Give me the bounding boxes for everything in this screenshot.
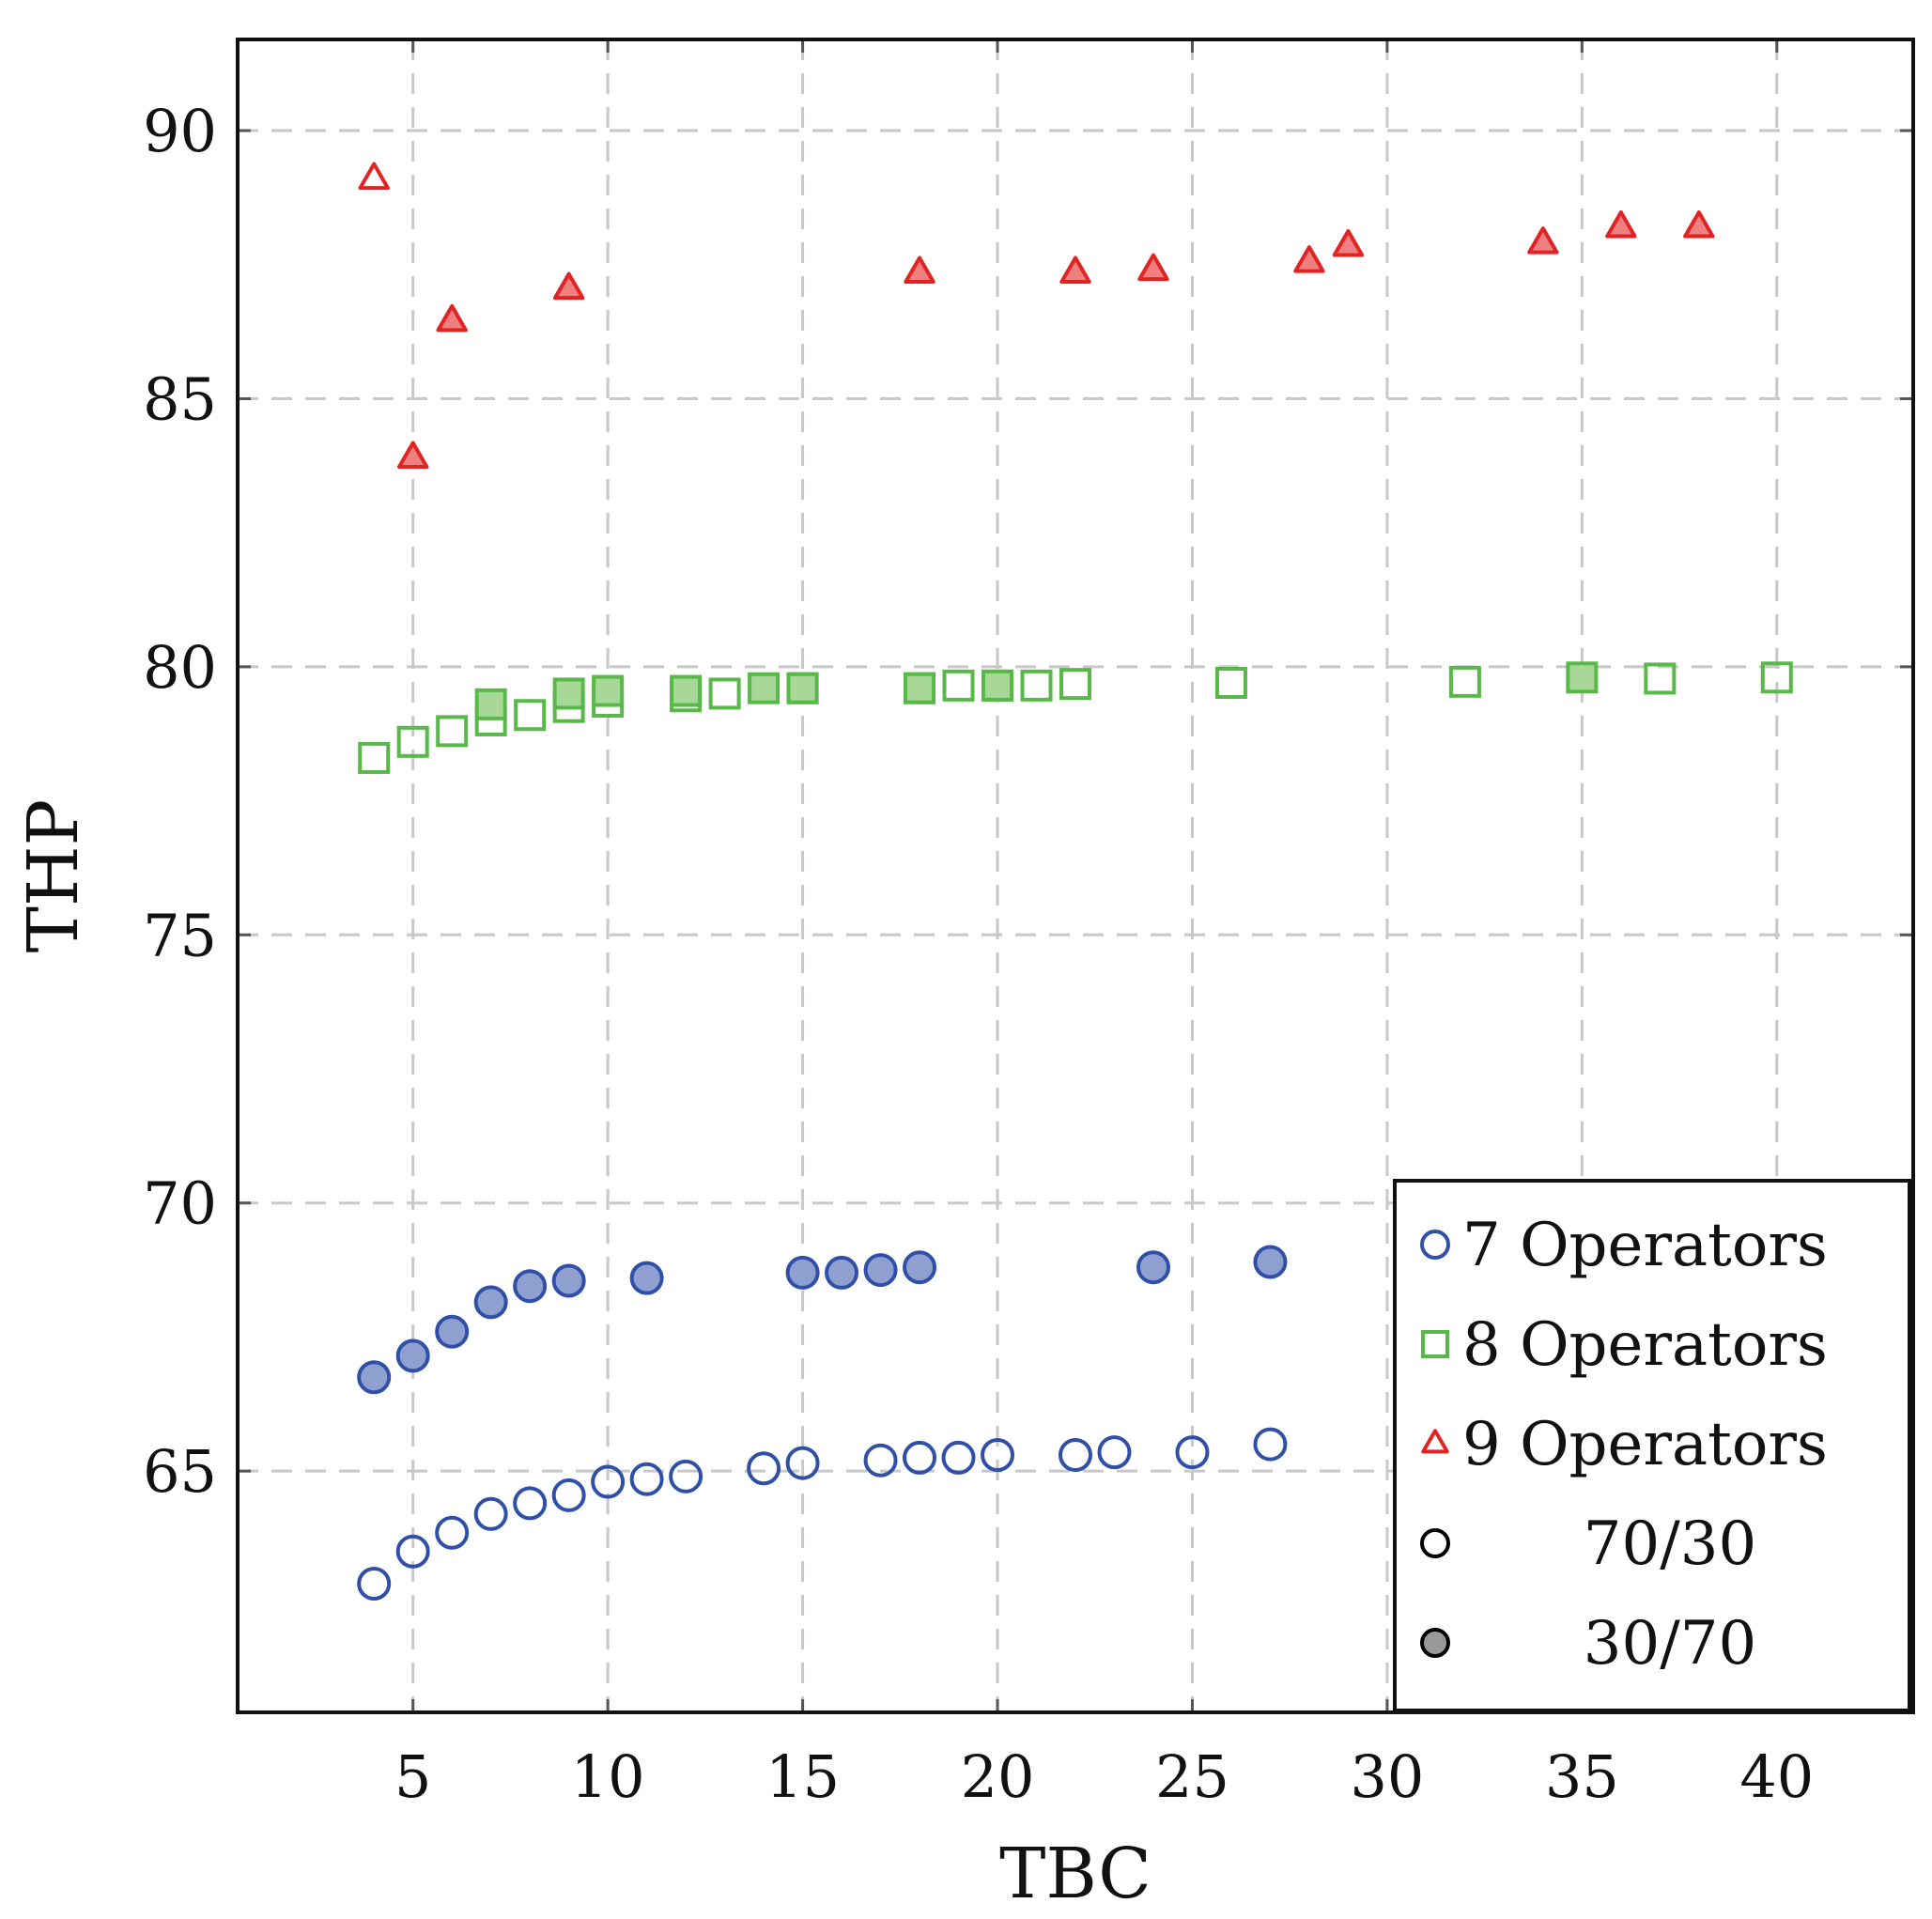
legend-marker [1420,1528,1450,1558]
9-operators-30-70-point [1293,245,1325,273]
x-tick-label: 30 [1350,1742,1424,1811]
7-operators-70-30-point [981,1438,1015,1472]
8-operators-70-30-point [396,725,429,758]
7-operators-70-30-point [669,1459,703,1493]
8-operators-70-30-point [1214,667,1247,699]
7-operators-70-30-point [747,1451,781,1486]
x-tick-label: 35 [1545,1742,1619,1811]
8-operators-70-30-point [1760,661,1793,694]
7-operators-30-70-point [1136,1250,1170,1285]
x-tick-label: 10 [571,1742,645,1811]
y-tick-label: 75 [143,901,217,969]
7-operators-30-70-point [903,1250,937,1285]
8-operators-70-30-point [358,741,391,774]
9-operators-30-70-point [1332,228,1365,257]
7-operators-30-70-point [435,1314,470,1349]
x-axis-title: TBC [999,1834,1151,1914]
9-operators-30-70-point [1527,226,1559,255]
y-tick-label: 70 [143,1169,217,1238]
legend-marker [1421,1330,1449,1358]
7-operators-70-30-point [513,1486,548,1521]
8-operators-30-70-point [552,677,585,710]
8-operators-30-70-point [670,674,703,707]
y-tick-label: 80 [143,633,217,702]
legend-marker [1421,1429,1449,1454]
7-operators-70-30-point [903,1440,937,1475]
7-operators-30-70-point [473,1285,508,1320]
9-operators-30-70-point [1683,209,1715,239]
x-tick-label: 20 [961,1742,1035,1811]
9-operators-30-70-point [1605,209,1637,239]
x-tick-label: 15 [765,1742,840,1811]
7-operators-70-30-point [1097,1435,1132,1470]
8-operators-30-70-point [1566,661,1599,694]
7-operators-70-30-point [629,1462,664,1496]
8-operators-30-70-point [474,688,507,720]
legend-label: 8 Operators [1462,1310,1828,1380]
legend: 7 Operators 8 Operators 9 Operators 70/30 30… [1393,1179,1911,1712]
7-operators-30-70-point [395,1339,430,1373]
7-operators-70-30-point [357,1567,392,1601]
9-operators-30-70-point [436,303,468,333]
data-points [357,162,1793,1601]
7-operators-30-70-point [357,1360,392,1395]
9-operators-30-70-point [904,255,935,285]
9-operators-30-70-point [1059,255,1091,285]
plot-frame [236,38,1915,1714]
legend-marker [1420,1628,1450,1658]
9-operators-30-70-point [396,441,429,469]
8-operators-70-30-point [708,677,741,710]
y-tick-label: 85 [143,364,217,433]
x-tick-label: 40 [1739,1742,1814,1811]
7-operators-70-30-point [591,1464,626,1499]
legend-label: 7 Operators [1462,1211,1828,1280]
9-operators-30-70-point [552,271,585,301]
8-operators-70-30-point [1020,669,1053,702]
7-operators-30-70-point [629,1261,664,1295]
7-operators-70-30-point [395,1534,430,1569]
7-operators-70-30-point [785,1446,820,1480]
7-operators-70-30-point [941,1440,976,1475]
7-operators-30-70-point [785,1255,820,1290]
8-operators-30-70-point [981,669,1014,702]
y-axis-title: THP [13,799,94,953]
7-operators-70-30-point [473,1496,508,1531]
8-operators-30-70-point [904,672,936,704]
8-operators-30-70-point [592,674,625,707]
legend-box [1393,1179,1911,1712]
legend-marker [1420,1230,1450,1260]
x-tick-labels: 5 10 15 20 25 30 35 40 [394,1742,1814,1811]
x-tick-label: 5 [394,1742,431,1811]
y-tick-label: 90 [143,97,217,165]
8-operators-70-30-point [1448,665,1481,698]
8-operators-30-70-point [748,672,781,704]
y-tick-label: 65 [143,1437,217,1506]
7-operators-30-70-point [513,1269,548,1304]
7-operators-70-30-point [1059,1438,1092,1472]
7-operators-30-70-point [551,1263,586,1298]
8-operators-30-70-point [786,672,819,704]
grid [238,39,1913,1712]
7-operators-70-30-point [551,1478,586,1512]
7-operators-30-70-point [1253,1245,1288,1279]
8-operators-70-30-point [1059,668,1091,701]
7-operators-70-30-point [1175,1435,1210,1470]
9-operators-30-70-point [1137,253,1169,282]
8-operators-70-30-point [942,669,975,702]
7-operators-30-70-point [863,1253,898,1288]
y-tick-labels: 65 70 75 80 85 90 [143,97,217,1506]
7-operators-30-70-point [825,1255,859,1290]
legend-label: 30/70 [1584,1609,1756,1679]
legend-label: 9 Operators [1462,1410,1828,1479]
7-operators-70-30-point [1253,1427,1288,1462]
8-operators-70-30-point [514,699,547,732]
x-tick-label: 25 [1155,1742,1229,1811]
7-operators-70-30-point [863,1443,898,1478]
8-operators-70-30-point [1644,662,1677,695]
9-operators-70-30-point [358,162,390,191]
legend-label: 70/30 [1584,1509,1756,1579]
7-operators-70-30-point [435,1515,470,1550]
8-operators-70-30-point [436,715,469,748]
